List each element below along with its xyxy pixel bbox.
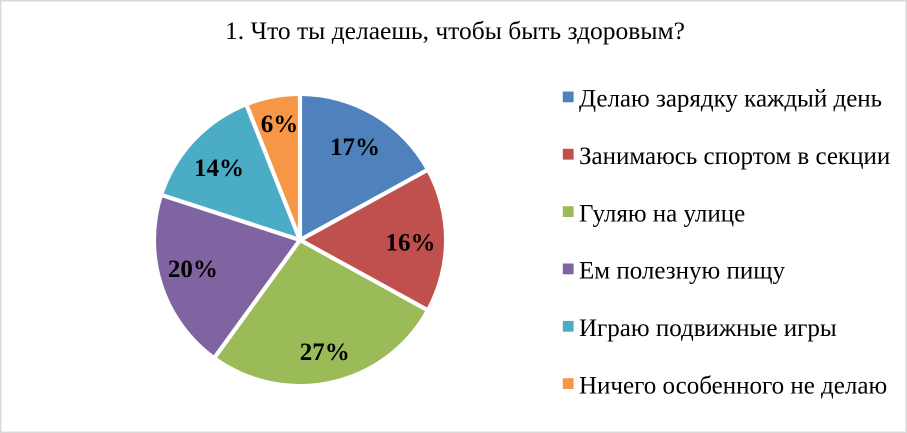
svg-text:6%: 6% [261,111,299,138]
svg-text:17%: 17% [330,134,380,161]
svg-text:Делаю зарядку каждый день: Делаю зарядку каждый день [579,86,882,113]
svg-text:27%: 27% [300,339,350,366]
svg-text:Ем полезную пищу: Ем полезную пищу [579,258,785,285]
svg-text:16%: 16% [386,230,436,257]
svg-text:Занимаюсь спортом в секции: Занимаюсь спортом в секции [579,143,890,170]
svg-text:Играю подвижные игры: Играю подвижные игры [579,315,837,342]
svg-text:Гуляю на улице: Гуляю на улице [579,200,745,227]
svg-text:20%: 20% [168,256,218,283]
svg-text:1. Что ты делаешь, чтобы быть: 1. Что ты делаешь, чтобы быть здоровым? [225,16,685,45]
svg-text:14%: 14% [194,155,244,182]
svg-text:Ничего особенного не делаю: Ничего особенного не делаю [579,372,887,399]
